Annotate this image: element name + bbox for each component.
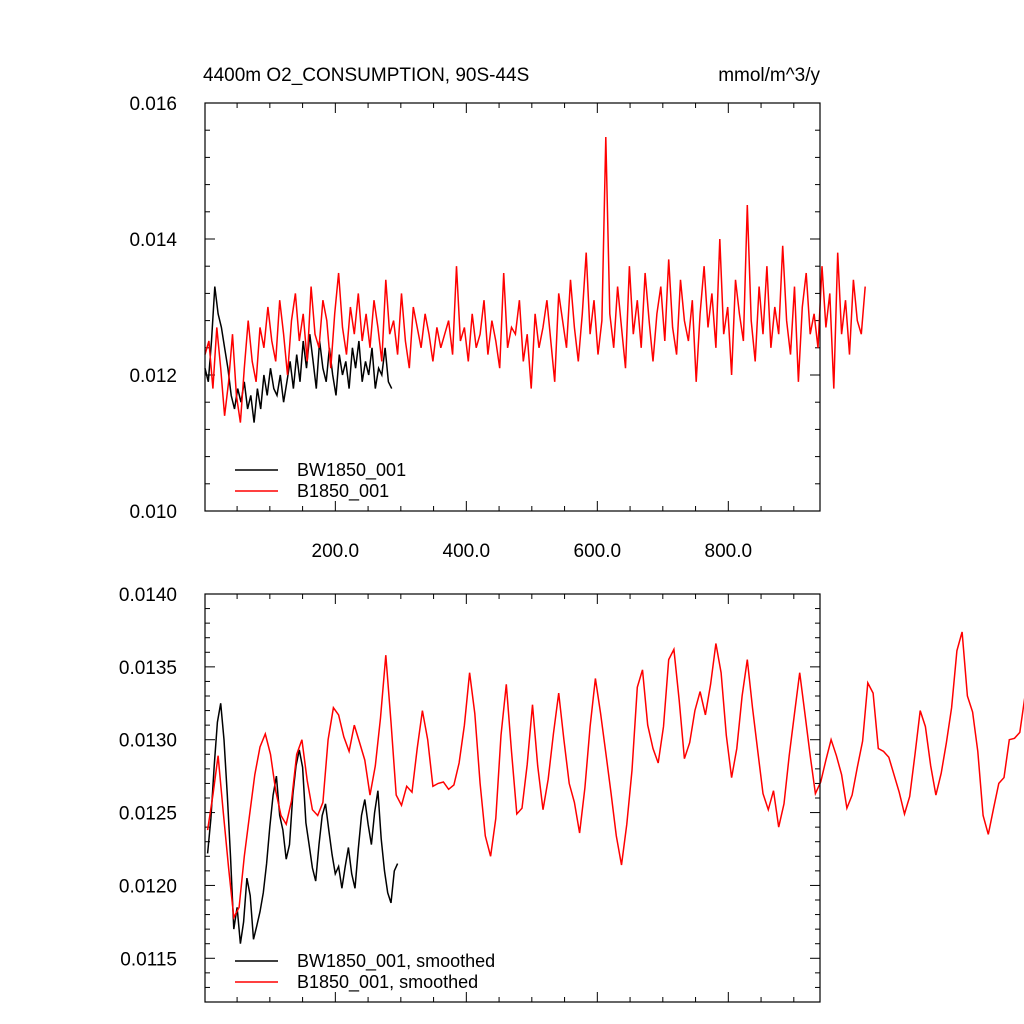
x-tick-label: 600.0 bbox=[574, 541, 622, 562]
top-panel: 4400m O2_CONSUMPTION, 90S-44S mmol/m^3/y… bbox=[129, 65, 866, 562]
legend: BW1850_001, smoothed B1850_001, smoothed bbox=[235, 951, 495, 993]
y-tick-label: 0.0120 bbox=[119, 876, 177, 897]
plot-frame bbox=[204, 593, 821, 1003]
legend: BW1850_001 B1850_001 bbox=[235, 460, 406, 502]
y-tick-label: 0.0135 bbox=[119, 658, 177, 679]
y-tick-label: 0.0130 bbox=[119, 731, 177, 752]
y-tick-label: 0.010 bbox=[129, 502, 177, 523]
y-tick-label: 0.014 bbox=[129, 230, 177, 251]
y-tick-label: 0.0125 bbox=[119, 804, 177, 825]
series-line-bw1850-001 bbox=[204, 286, 393, 423]
y-tick-label: 0.012 bbox=[129, 366, 177, 387]
top-axes: 200.0 400.0 600.0 800.0 0.010 0.012 0.014 0.016 bbox=[129, 94, 820, 562]
chart-title: 4400m O2_CONSUMPTION, 90S-44S bbox=[203, 65, 529, 86]
y-tick-label: 0.0140 bbox=[119, 585, 177, 606]
series-line-bw1850-001-smoothed bbox=[206, 703, 399, 944]
legend-label-b1850-001: B1850_001 bbox=[297, 481, 389, 502]
legend-label-bw1850-001-smoothed: BW1850_001, smoothed bbox=[297, 951, 495, 972]
bottom-panel: 0.0115 0.0120 0.0125 0.0130 0.0135 0.0140 BW1… bbox=[119, 585, 1024, 1003]
y-tick-label: 0.016 bbox=[129, 94, 177, 115]
x-tick-label: 800.0 bbox=[705, 541, 753, 562]
series-line-b1850-001-smoothed bbox=[206, 631, 1024, 921]
series-line-b1850-001 bbox=[204, 136, 866, 423]
plot-frame bbox=[204, 102, 821, 512]
x-tick-label: 200.0 bbox=[312, 541, 360, 562]
legend-label-b1850-001-smoothed: B1850_001, smoothed bbox=[297, 972, 478, 993]
chart-units: mmol/m^3/y bbox=[718, 65, 820, 86]
x-tick-label: 400.0 bbox=[443, 541, 491, 562]
y-tick-label: 0.0115 bbox=[120, 949, 177, 970]
legend-label-bw1850-001: BW1850_001 bbox=[297, 460, 406, 481]
